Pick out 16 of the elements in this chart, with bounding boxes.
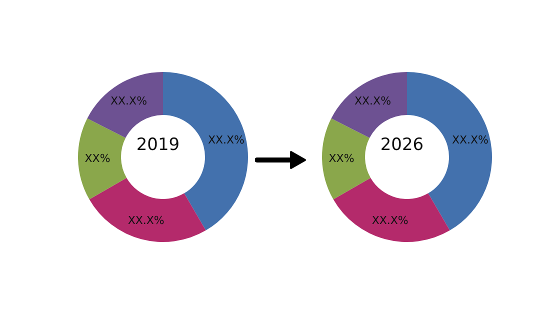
data-label: XX% [328,152,354,166]
donut-slice [89,178,206,242]
data-label: XX.X% [452,133,489,146]
donut-slice [322,118,371,200]
data-label: XX.X% [354,94,392,108]
data-label: XX.X% [128,214,164,227]
data-label: XX.X% [110,94,148,108]
text: 2026 [380,135,424,155]
text: 2019 [136,135,180,155]
donut-slice [78,118,127,200]
donut-slice [331,72,407,138]
data-label: XX.X% [208,133,245,146]
donut-slice [87,72,163,138]
donut-slice [333,178,450,242]
data-label: XX.X% [372,214,408,227]
data-label: XX% [84,152,110,166]
